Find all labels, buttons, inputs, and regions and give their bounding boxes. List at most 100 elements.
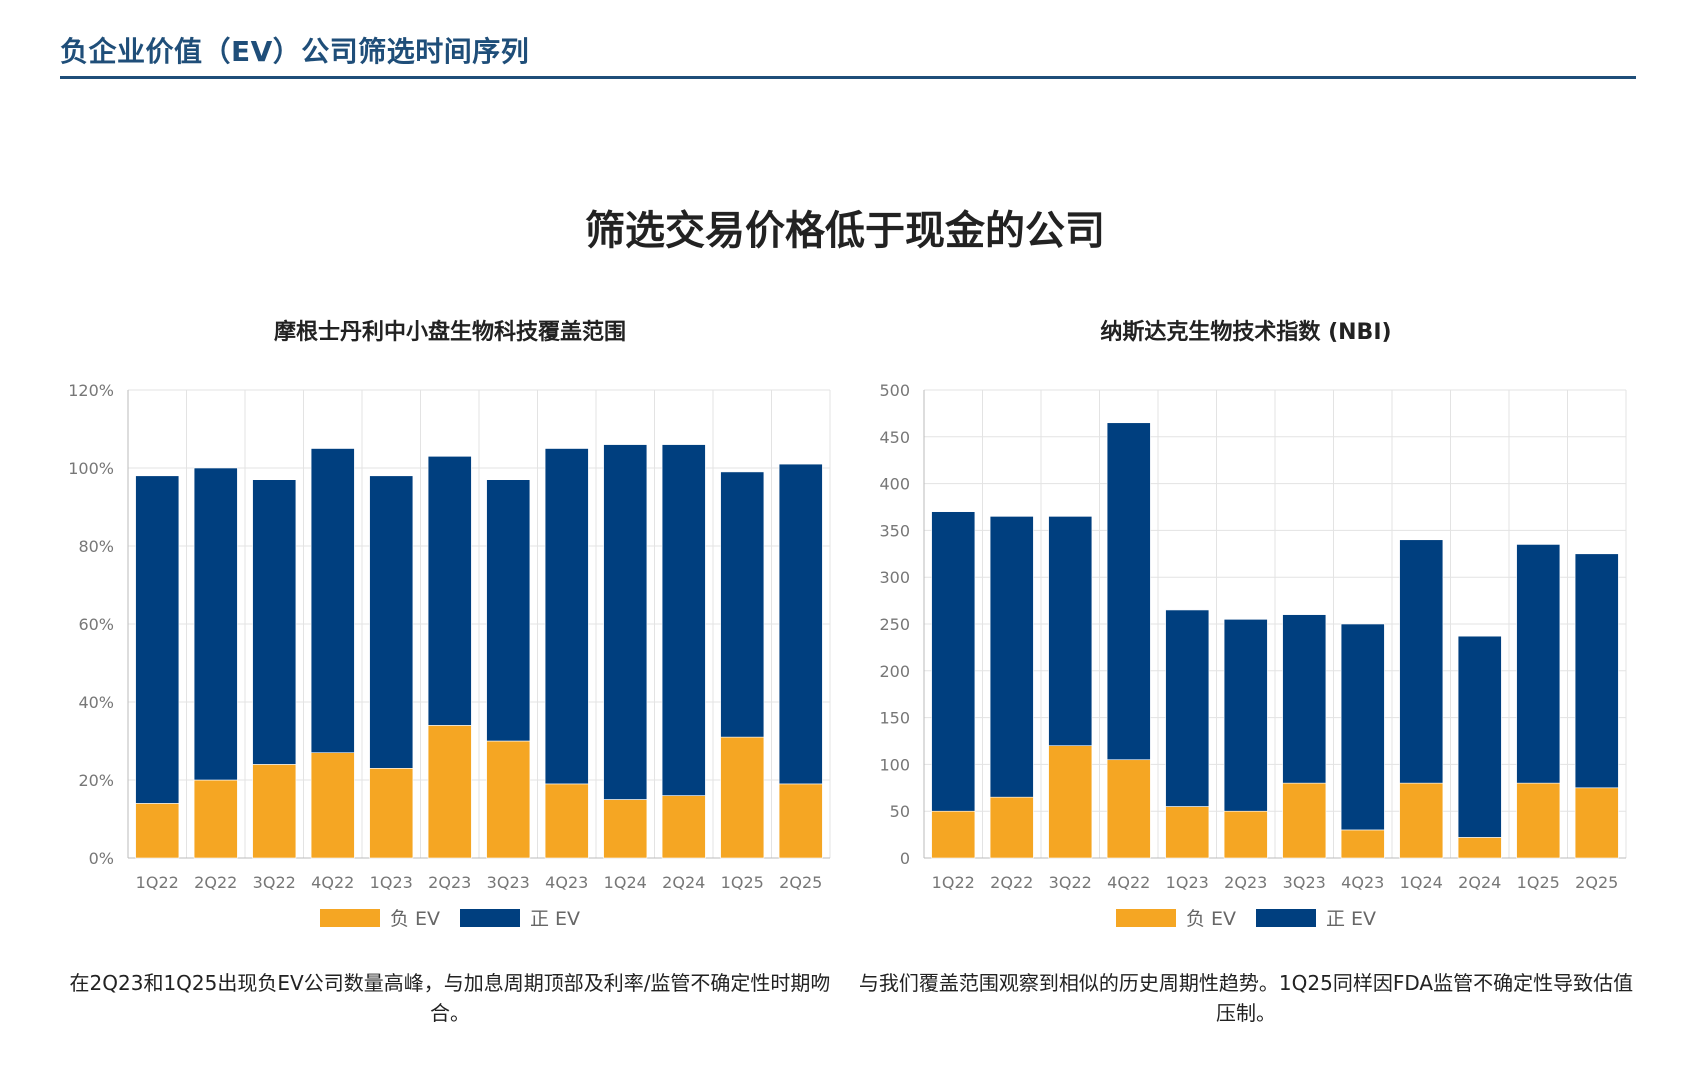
y-tick-label: 100 xyxy=(879,755,910,774)
left-chart-title: 摩根士丹利中小盘生物科技覆盖范围 xyxy=(273,320,626,345)
y-tick-label: 0 xyxy=(900,849,910,868)
bar-positive-ev[interactable]: 4Q22 正 EV: 78 xyxy=(310,448,355,754)
left-chart-legend: 负 EV 正 EV xyxy=(60,904,840,931)
bar-negative-ev[interactable]: 4Q23 负 EV: 30 xyxy=(1340,829,1385,859)
bar-positive-ev[interactable]: 1Q22 正 EV: 84 xyxy=(135,475,180,804)
x-tick-label: 2Q25 xyxy=(779,873,822,892)
legend-swatch-negative xyxy=(319,908,380,927)
bar-positive-ev[interactable]: 2Q24 正 EV: 215 xyxy=(1457,635,1502,838)
bar-positive-ev[interactable]: 3Q22 正 EV: 73 xyxy=(252,479,297,765)
right-chart-legend: 负 EV 正 EV xyxy=(856,904,1636,931)
bar-positive-ev[interactable]: 1Q24 正 EV: 260 xyxy=(1399,539,1444,784)
bar-negative-ev[interactable]: 2Q23 负 EV: 34 xyxy=(427,725,472,859)
bar-negative-ev[interactable]: 1Q23 负 EV: 55 xyxy=(1165,806,1210,859)
bar-positive-ev[interactable]: 1Q22 正 EV: 320 xyxy=(931,511,976,812)
bar-positive-ev[interactable]: 1Q23 正 EV: 210 xyxy=(1165,609,1210,807)
bar-positive-ev[interactable]: 1Q23 正 EV: 75 xyxy=(369,475,414,769)
y-tick-label: 20% xyxy=(78,771,114,790)
y-tick-label: 50 xyxy=(890,802,910,821)
legend-label-positive: 正 EV xyxy=(1326,908,1377,930)
x-tick-label: 4Q23 xyxy=(545,873,588,892)
bar-negative-ev[interactable]: 1Q22 负 EV: 50 xyxy=(931,810,976,859)
page-title: 负企业价值（EV）公司筛选时间序列 xyxy=(60,35,530,68)
bar-positive-ev[interactable]: 2Q22 正 EV: 300 xyxy=(989,516,1034,798)
bar-negative-ev[interactable]: 2Q25 负 EV: 19 xyxy=(778,783,823,859)
x-tick-label: 4Q23 xyxy=(1341,873,1384,892)
legend-label-negative: 负 EV xyxy=(1185,908,1236,930)
bar-negative-ev[interactable]: 1Q25 负 EV: 80 xyxy=(1516,782,1561,859)
legend-negative-ev[interactable]: 负 EV xyxy=(319,904,440,931)
legend-swatch-negative xyxy=(1115,908,1176,927)
bar-positive-ev[interactable]: 2Q25 正 EV: 82 xyxy=(778,463,823,785)
y-tick-label: 200 xyxy=(879,662,910,681)
bar-negative-ev[interactable]: 4Q23 负 EV: 19 xyxy=(544,783,589,859)
x-tick-label: 3Q22 xyxy=(253,873,296,892)
x-tick-label: 2Q25 xyxy=(1575,873,1618,892)
bar-negative-ev[interactable]: 2Q24 负 EV: 16 xyxy=(661,795,706,859)
title-divider xyxy=(60,76,1636,79)
bar-positive-ev[interactable]: 2Q22 正 EV: 80 xyxy=(193,467,238,781)
bar-negative-ev[interactable]: 3Q22 负 EV: 24 xyxy=(252,764,297,859)
x-tick-label: 4Q22 xyxy=(311,873,354,892)
y-tick-label: 250 xyxy=(879,615,910,634)
legend-positive-ev[interactable]: 正 EV xyxy=(460,904,580,931)
main-heading: 筛选交易价格低于现金的公司 xyxy=(585,208,1105,254)
bar-negative-ev[interactable]: 1Q23 负 EV: 23 xyxy=(369,767,414,859)
bar-positive-ev[interactable]: 2Q23 正 EV: 205 xyxy=(1223,619,1268,812)
bar-negative-ev[interactable]: 3Q23 负 EV: 30 xyxy=(486,740,531,859)
bar-positive-ev[interactable]: 2Q25 正 EV: 250 xyxy=(1574,553,1619,789)
bar-positive-ev[interactable]: 4Q22 正 EV: 360 xyxy=(1106,422,1151,761)
legend-swatch-positive xyxy=(460,908,520,927)
bar-negative-ev[interactable]: 2Q22 负 EV: 20 xyxy=(193,779,238,859)
x-tick-label: 3Q22 xyxy=(1049,873,1092,892)
right-chart-title: 纳斯达克生物技术指数 (NBI) xyxy=(1100,320,1392,345)
x-tick-label: 1Q24 xyxy=(1400,873,1443,892)
legend-positive-ev[interactable]: 正 EV xyxy=(1256,904,1376,931)
bar-negative-ev[interactable]: 1Q22 负 EV: 14 xyxy=(135,803,180,859)
bar-negative-ev[interactable]: 2Q25 负 EV: 75 xyxy=(1574,787,1619,859)
bar-negative-ev[interactable]: 1Q24 负 EV: 80 xyxy=(1399,782,1444,859)
right-chart-caption: 与我们覆盖范围观察到相似的历史周期性趋势。1Q25同样因FDA监管不确定性导致估… xyxy=(858,971,1634,1025)
bar-negative-ev[interactable]: 4Q22 负 EV: 105 xyxy=(1106,759,1151,859)
y-tick-label: 350 xyxy=(879,521,910,540)
bar-positive-ev[interactable]: 3Q23 正 EV: 67 xyxy=(486,479,531,742)
x-tick-label: 1Q22 xyxy=(136,873,179,892)
bar-negative-ev[interactable]: 1Q24 负 EV: 15 xyxy=(603,799,648,859)
x-tick-label: 3Q23 xyxy=(487,873,530,892)
bar-negative-ev[interactable]: 3Q22 负 EV: 120 xyxy=(1048,745,1093,859)
left-chart-caption: 在2Q23和1Q25出现负EV公司数量高峰，与加息周期顶部及利率/监管不确定性时… xyxy=(69,971,831,1025)
bar-positive-ev[interactable]: 3Q23 正 EV: 180 xyxy=(1282,614,1327,784)
bar-negative-ev[interactable]: 2Q23 负 EV: 50 xyxy=(1223,810,1268,859)
legend-negative-ev[interactable]: 负 EV xyxy=(1115,904,1236,931)
bar-negative-ev[interactable]: 3Q23 负 EV: 80 xyxy=(1282,782,1327,859)
x-tick-label: 1Q23 xyxy=(370,873,413,892)
x-tick-label: 1Q23 xyxy=(1166,873,1209,892)
y-tick-label: 100% xyxy=(68,459,114,478)
x-tick-label: 2Q22 xyxy=(990,873,1033,892)
x-tick-label: 2Q24 xyxy=(662,873,705,892)
bar-positive-ev[interactable]: 3Q22 正 EV: 245 xyxy=(1048,516,1093,746)
bar-positive-ev[interactable]: 4Q23 正 EV: 86 xyxy=(544,448,589,785)
bar-positive-ev[interactable]: 4Q23 正 EV: 220 xyxy=(1340,623,1385,831)
bar-positive-ev[interactable]: 2Q23 正 EV: 69 xyxy=(427,456,472,726)
y-tick-label: 80% xyxy=(78,537,114,556)
bar-negative-ev[interactable]: 2Q24 负 EV: 22 xyxy=(1457,837,1502,859)
x-tick-label: 2Q24 xyxy=(1458,873,1501,892)
bar-positive-ev[interactable]: 2Q24 正 EV: 90 xyxy=(661,444,706,796)
x-tick-label: 3Q23 xyxy=(1283,873,1326,892)
bar-negative-ev[interactable]: 2Q22 负 EV: 65 xyxy=(989,796,1034,859)
left-chart: 0% 20% 40% 60% 80% 100% 120% 1Q22 负 EV: 141Q22 … xyxy=(68,381,831,892)
y-tick-label: 150 xyxy=(879,709,910,728)
bar-positive-ev[interactable]: 1Q25 正 EV: 255 xyxy=(1516,544,1561,784)
x-tick-label: 2Q22 xyxy=(194,873,237,892)
legend-label-negative: 负 EV xyxy=(389,908,440,930)
legend-swatch-positive xyxy=(1256,908,1316,927)
bar-negative-ev[interactable]: 4Q22 负 EV: 27 xyxy=(310,752,355,859)
x-tick-label: 4Q22 xyxy=(1107,873,1150,892)
bar-positive-ev[interactable]: 1Q25 正 EV: 68 xyxy=(720,471,765,738)
y-tick-label: 500 xyxy=(879,381,910,400)
bar-negative-ev[interactable]: 1Q25 负 EV: 31 xyxy=(720,736,765,859)
y-tick-label: 450 xyxy=(879,428,910,447)
x-tick-label: 1Q24 xyxy=(604,873,647,892)
bar-positive-ev[interactable]: 1Q24 正 EV: 91 xyxy=(603,444,648,800)
